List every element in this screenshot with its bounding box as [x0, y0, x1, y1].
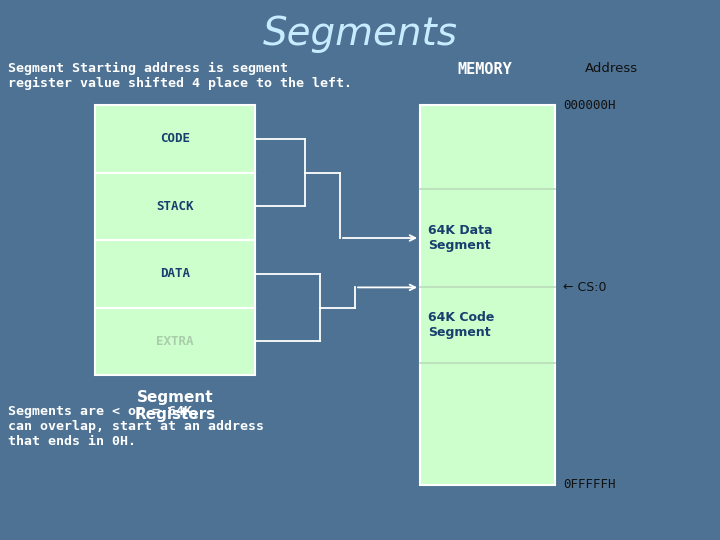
Text: STACK: STACK [156, 200, 194, 213]
Text: Address: Address [585, 62, 638, 75]
Text: ← CS:0: ← CS:0 [563, 281, 606, 294]
Text: EXTRA: EXTRA [156, 335, 194, 348]
Text: 000000H: 000000H [563, 98, 616, 111]
Text: MEMORY: MEMORY [458, 62, 513, 77]
Bar [95, 172, 255, 240]
Text: DATA: DATA [160, 267, 190, 280]
Text: Segments are < or = 64K,
can overlap, start at an address
that ends in 0H.: Segments are < or = 64K, can overlap, st… [8, 405, 264, 448]
Text: Segment Starting address is segment
register value shifted 4 place to the left.: Segment Starting address is segment regi… [8, 62, 352, 90]
Text: 64K Code
Segment: 64K Code Segment [428, 312, 495, 340]
Text: 0FFFFFH: 0FFFFFH [563, 478, 616, 491]
Bar [420, 105, 555, 485]
Bar [95, 307, 255, 375]
Text: CODE: CODE [160, 132, 190, 145]
Bar [95, 105, 255, 172]
Bar [95, 240, 255, 307]
Text: 64K Data
Segment: 64K Data Segment [428, 224, 492, 252]
Text: Segments: Segments [263, 15, 457, 53]
Text: Segment
Registers: Segment Registers [135, 390, 215, 422]
